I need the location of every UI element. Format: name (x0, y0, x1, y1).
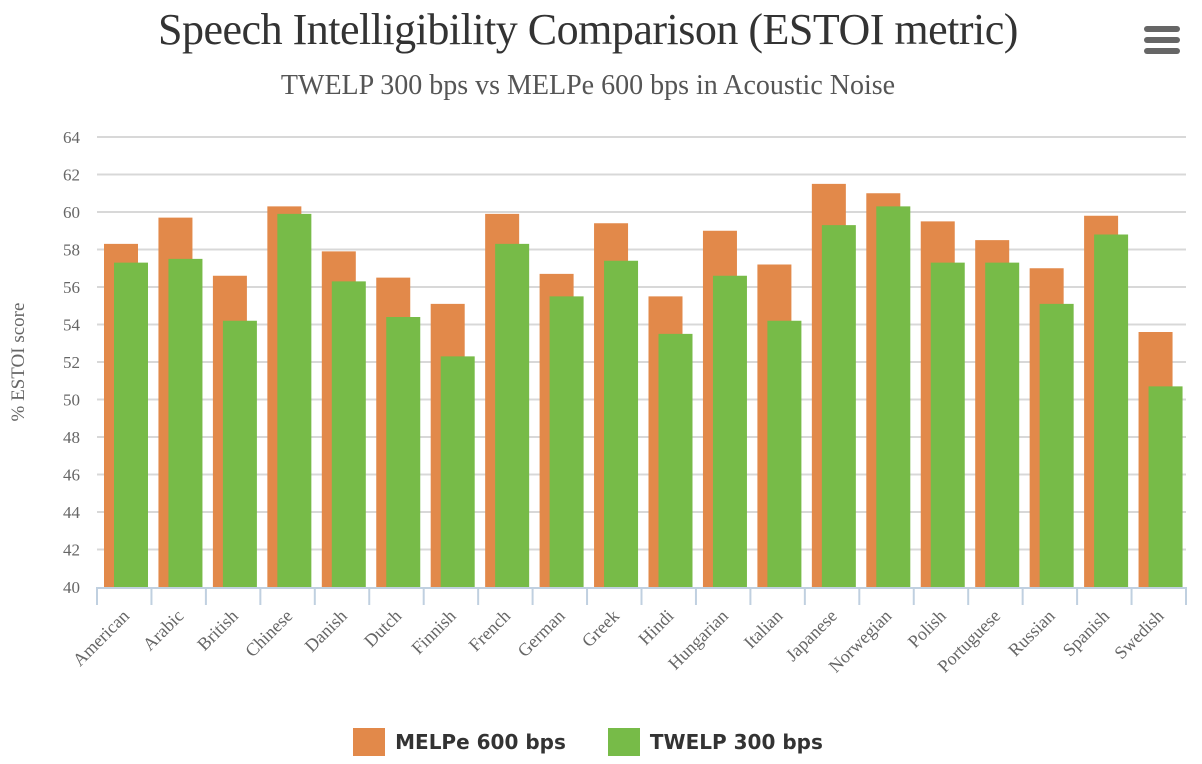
bar-twelp-hindi[interactable] (658, 333, 693, 587)
x-tick-label: Danish (301, 606, 351, 656)
legend: MELPe 600 bps TWELP 300 bps (0, 728, 1176, 756)
x-tick-label: Russian (1004, 606, 1058, 660)
x-tick-label: American (69, 606, 133, 670)
bar-twelp-norwegian[interactable] (876, 206, 911, 587)
bar-twelp-danish[interactable] (331, 281, 366, 587)
chart-menu-button[interactable] (1144, 26, 1180, 56)
bar-twelp-spanish[interactable] (1094, 234, 1129, 588)
legend-label-melpe: MELPe 600 bps (395, 730, 566, 754)
bar-chart: 40 42 44 46 48 50 52 54 56 58 60 62 64 American Arabi… (8, 128, 1187, 676)
y-tick-label: 46 (63, 466, 80, 485)
y-tick-label: 58 (63, 241, 80, 260)
chart-subtitle: TWELP 300 bps vs MELPe 600 bps in Acoust… (280, 70, 896, 101)
x-tick-label: Arabic (139, 606, 188, 655)
bar-twelp-british[interactable] (222, 320, 257, 587)
x-tick-label: Hindi (634, 606, 677, 649)
x-tick-label: Dutch (360, 606, 405, 651)
y-tick-label: 64 (63, 128, 81, 147)
x-tick-label: Hungarian (664, 606, 732, 674)
x-tick-label: Finnish (407, 606, 459, 658)
legend-label-twelp: TWELP 300 bps (649, 730, 823, 754)
bar-twelp-hungarian[interactable] (712, 275, 747, 587)
y-tick-label: 52 (63, 353, 80, 372)
bar-twelp-arabic[interactable] (168, 258, 203, 587)
y-axis-title: % ESTOI score (8, 303, 29, 422)
legend-swatch-melpe (353, 728, 386, 756)
bar-twelp-swedish[interactable] (1148, 386, 1183, 587)
y-tick-label: 50 (63, 391, 80, 410)
x-tick-label: Polish (904, 606, 950, 652)
x-tick-label: Spanish (1059, 606, 1113, 660)
bar-twelp-american[interactable] (114, 262, 148, 587)
legend-item-twelp[interactable]: TWELP 300 bps (607, 728, 823, 756)
bars (104, 183, 1183, 588)
hamburger-menu-icon-bar (1144, 48, 1180, 54)
chart-title: Speech Intelligibility Comparison (ESTOI… (158, 5, 1018, 54)
y-tick-label: 42 (63, 541, 80, 560)
x-tick-label: Swedish (1110, 606, 1167, 663)
y-tick-label: 40 (63, 578, 80, 597)
bar-twelp-finnish[interactable] (440, 356, 475, 587)
y-tick-label: 60 (63, 203, 80, 222)
gridlines (97, 136, 1186, 551)
y-tick-label: 48 (63, 428, 80, 447)
hamburger-menu-icon-bar (1144, 37, 1180, 43)
y-axis-ticks: 40 42 44 46 48 50 52 54 56 58 60 62 64 (63, 128, 81, 597)
bar-twelp-japanese[interactable] (821, 225, 856, 587)
legend-item-melpe[interactable]: MELPe 600 bps (353, 728, 566, 756)
x-tick-label: French (465, 606, 514, 655)
y-tick-label: 56 (63, 278, 80, 297)
x-tick-label: British (193, 606, 242, 655)
x-tick-label: Chinese (241, 606, 296, 661)
x-tick-label: Italian (740, 606, 787, 653)
y-tick-label: 44 (63, 503, 81, 522)
bar-twelp-dutch[interactable] (386, 317, 421, 587)
hamburger-menu-icon-bar (1144, 26, 1180, 32)
bar-twelp-french[interactable] (495, 243, 530, 587)
legend-swatch-twelp (607, 728, 640, 756)
y-tick-label: 62 (63, 166, 80, 185)
bar-twelp-german[interactable] (549, 296, 584, 587)
y-tick-label: 54 (63, 316, 81, 335)
bar-twelp-russian[interactable] (1039, 303, 1074, 587)
bar-twelp-chinese[interactable] (277, 213, 312, 587)
x-tick-label: German (514, 606, 569, 661)
x-tick-label: Greek (578, 606, 623, 651)
x-axis: American Arabic British Chinese Danish Dutch F… (69, 587, 1187, 676)
bar-twelp-polish[interactable] (930, 262, 965, 587)
bar-twelp-greek[interactable] (604, 260, 639, 587)
bar-twelp-italian[interactable] (767, 320, 802, 587)
bar-twelp-portuguese[interactable] (985, 262, 1020, 587)
